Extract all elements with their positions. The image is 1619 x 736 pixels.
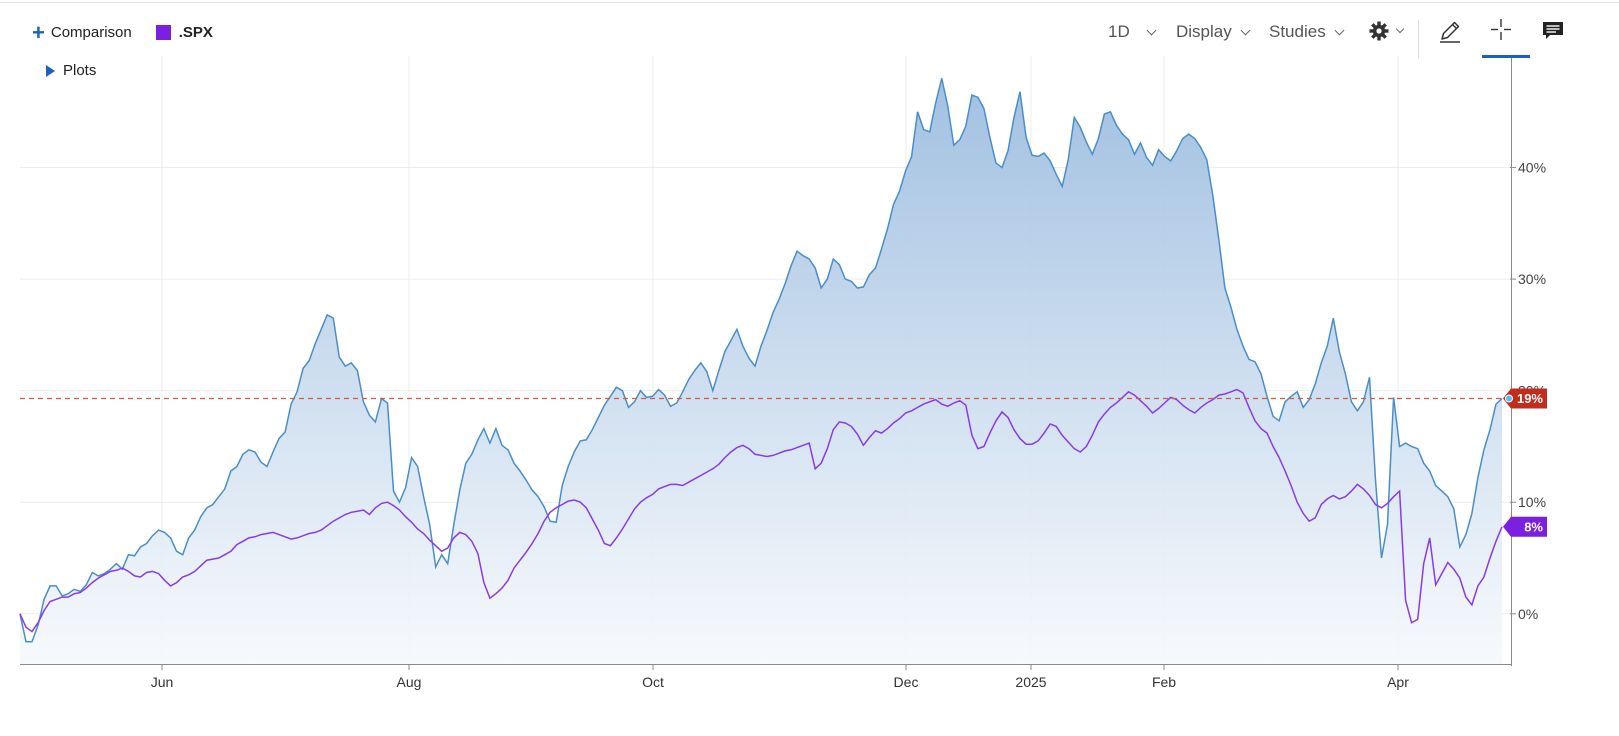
toolbar-separator <box>1418 20 1419 58</box>
top-divider <box>0 2 1619 3</box>
x-tick-label: Aug <box>397 674 422 690</box>
y-tick-label: 40% <box>1518 160 1546 176</box>
x-tick-label: Jun <box>151 674 174 690</box>
chevron-down-icon <box>1147 25 1157 36</box>
plots-label: Plots <box>63 62 97 79</box>
main-last-value-badge: 19% <box>1503 388 1547 409</box>
spx-series-line <box>19 388 1503 633</box>
crosshair-tool-button[interactable] <box>1490 18 1512 49</box>
y-tick-label: 10% <box>1518 494 1546 510</box>
symbol-color-swatch <box>155 25 171 40</box>
symbol-label: .SPX <box>178 24 213 41</box>
toolbar-controls: 1D Display Studies <box>0 18 1619 58</box>
interval-label: 1D <box>1108 22 1130 41</box>
x-tick-label: 2025 <box>1015 674 1046 690</box>
studies-dropdown[interactable]: Studies <box>1269 22 1345 42</box>
last-value-badges: 19% 8% <box>1503 388 1547 537</box>
last-value-label: 19% <box>1517 391 1543 406</box>
draw-tool-button[interactable] <box>1437 18 1463 49</box>
display-dropdown[interactable]: Display <box>1176 22 1251 42</box>
y-tick-label: 0% <box>1518 606 1538 622</box>
gear-icon <box>1369 21 1389 41</box>
comparison-bar: + Comparison .SPX <box>32 19 213 45</box>
spx-last-value-badge: 8% <box>1503 516 1547 537</box>
x-tick-label: Feb <box>1152 674 1176 690</box>
x-tick-label: Oct <box>642 674 664 690</box>
expand-triangle-icon <box>46 64 55 77</box>
last-value-label: 8% <box>1524 519 1543 534</box>
studies-label: Studies <box>1269 22 1326 41</box>
crosshair-icon <box>1491 19 1511 40</box>
main-series-area <box>20 78 1502 665</box>
y-tick-label: 30% <box>1518 271 1546 287</box>
interval-dropdown[interactable]: 1D <box>1108 22 1157 42</box>
plots-toggle[interactable]: Plots <box>46 62 96 79</box>
chevron-down-icon <box>1395 25 1404 34</box>
pencil-icon <box>1440 21 1460 43</box>
comparison-button[interactable]: + Comparison <box>32 19 132 45</box>
comment-button[interactable] <box>1542 20 1564 47</box>
comparison-label: Comparison <box>50 24 132 41</box>
settings-button[interactable] <box>1368 20 1404 42</box>
x-tick-label: Apr <box>1387 674 1409 690</box>
symbol-chip-spx[interactable]: .SPX <box>155 24 213 41</box>
x-tick-label: Dec <box>894 674 919 690</box>
chevron-down-icon <box>1241 25 1251 36</box>
plus-icon: + <box>32 19 45 45</box>
comment-icon <box>1543 22 1563 39</box>
x-axis: Jun Aug Oct Dec 2025 Feb Apr <box>151 664 1409 690</box>
chevron-down-icon <box>1334 25 1345 36</box>
display-label: Display <box>1176 22 1232 41</box>
chart-toolbar: + Comparison .SPX 1D Display Studies <box>0 14 1619 58</box>
active-tool-indicator <box>1482 55 1530 58</box>
main-series-line <box>19 78 1503 643</box>
